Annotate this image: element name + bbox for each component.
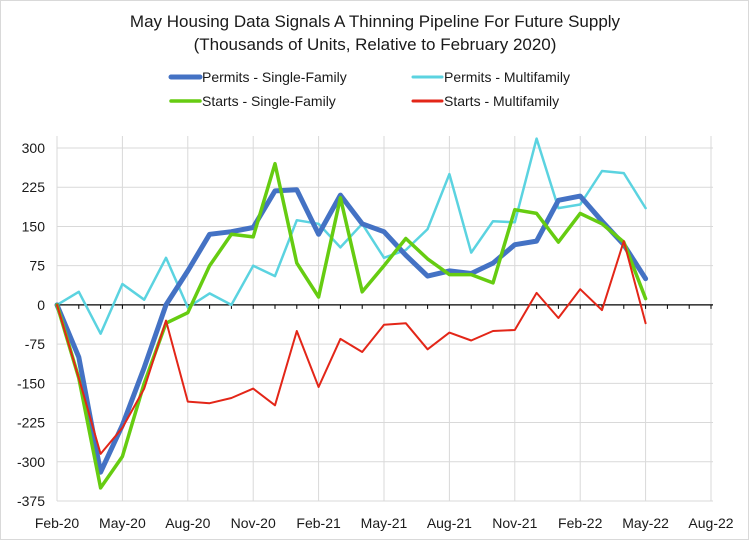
legend-label-permits-multifamily: Permits - Multifamily xyxy=(444,69,570,85)
y-tick-label: 0 xyxy=(37,297,45,313)
chart-title: May Housing Data Signals A Thinning Pipe… xyxy=(130,12,621,31)
y-tick-label: -150 xyxy=(17,375,45,391)
x-tick-label: Aug-22 xyxy=(688,515,733,531)
x-tick-label: Nov-21 xyxy=(492,515,537,531)
chart-legend: Permits - Single-Family Permits - Multif… xyxy=(168,69,570,109)
y-tick-label: 225 xyxy=(22,179,46,195)
y-tick-label: -300 xyxy=(17,454,45,470)
y-tick-label: 300 xyxy=(22,140,46,156)
x-tick-label: Nov-20 xyxy=(231,515,276,531)
y-tick-label: -375 xyxy=(17,493,45,509)
data-series xyxy=(54,137,649,490)
y-tick-label: 150 xyxy=(22,218,46,234)
x-tick-label: May-22 xyxy=(622,515,669,531)
x-tick-label: Aug-21 xyxy=(427,515,472,531)
y-tick-label: 75 xyxy=(29,258,45,274)
legend-label-permits-single-family: Permits - Single-Family xyxy=(202,69,347,85)
x-tick-label: Feb-22 xyxy=(558,515,603,531)
chart-subtitle: (Thousands of Units, Relative to Februar… xyxy=(194,35,557,54)
series-line-permits-single-family xyxy=(54,187,649,475)
x-tick-label: Feb-20 xyxy=(35,515,80,531)
x-tick-label: Aug-20 xyxy=(165,515,210,531)
series-line-permits-multifamily xyxy=(55,137,647,335)
y-tick-label: -75 xyxy=(25,336,45,352)
legend-label-starts-single-family: Starts - Single-Family xyxy=(202,93,336,109)
x-tick-label: May-20 xyxy=(99,515,146,531)
legend-label-starts-multifamily: Starts - Multifamily xyxy=(444,93,559,109)
y-tick-label: -225 xyxy=(17,415,45,431)
x-tick-label: May-21 xyxy=(361,515,408,531)
chart-axes: 300 225 150 75 0 -75 -150 -225 -300 -375 Feb-20 May… xyxy=(17,140,734,531)
grid-lines xyxy=(56,136,713,502)
x-tick-label: Feb-21 xyxy=(296,515,341,531)
series-line-starts-multifamily xyxy=(56,240,647,455)
